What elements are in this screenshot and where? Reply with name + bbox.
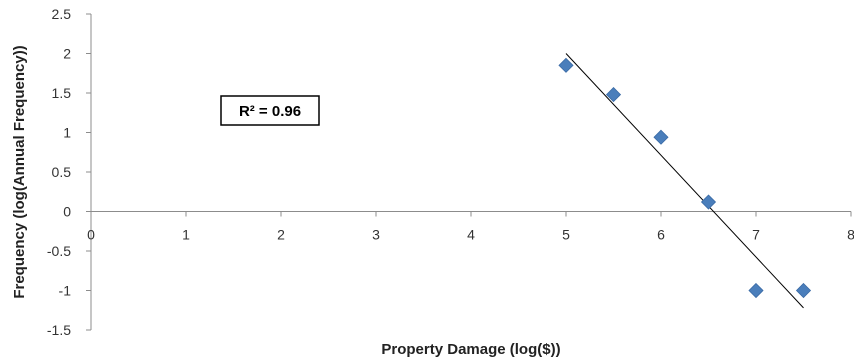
data-point — [558, 57, 574, 73]
data-point — [653, 129, 669, 145]
data-point — [748, 282, 764, 299]
x-tick-label: 6 — [657, 227, 665, 243]
r-squared-annotation: R² = 0.96 — [220, 95, 320, 126]
r-squared-box — [220, 95, 320, 126]
trendline — [565, 53, 804, 309]
x-tick-label: 5 — [562, 227, 570, 243]
x-axis-title: Property Damage (log($)) — [381, 341, 560, 358]
x-tick-label: 0 — [87, 227, 95, 243]
data-point — [700, 194, 717, 210]
data-points — [558, 57, 812, 299]
data-point — [795, 282, 812, 299]
y-tick-label: 2 — [63, 46, 71, 62]
y-axis-title: Frequency (log(Annual Frequency)) — [11, 45, 28, 298]
y-tick-label: 0.5 — [52, 164, 72, 180]
y-tick-label: 0 — [63, 204, 71, 220]
x-tick-label: 4 — [467, 227, 475, 243]
y-axis: 2.5 2 1.5 1 0.5 0 -0.5 -1 -1.5 — [47, 6, 92, 338]
y-tick-label: 1.5 — [52, 85, 72, 101]
data-point — [605, 87, 622, 103]
x-axis: 0 1 2 3 4 5 6 7 8 — [87, 211, 854, 243]
x-tick-label: 7 — [752, 227, 760, 243]
x-tick-label: 3 — [372, 227, 380, 243]
x-tick-label: 1 — [182, 227, 190, 243]
y-tick-label: 2.5 — [52, 6, 72, 22]
r-squared-label: R² = 0.96 — [239, 103, 301, 120]
trendline-layer — [565, 53, 804, 309]
x-tick-label: 2 — [277, 227, 285, 243]
y-tick-label: -1.5 — [47, 322, 71, 338]
x-tick-label: 8 — [847, 227, 854, 243]
y-tick-label: 1 — [63, 125, 71, 141]
y-tick-label: -1 — [59, 283, 72, 299]
y-tick-label: -0.5 — [47, 243, 71, 259]
